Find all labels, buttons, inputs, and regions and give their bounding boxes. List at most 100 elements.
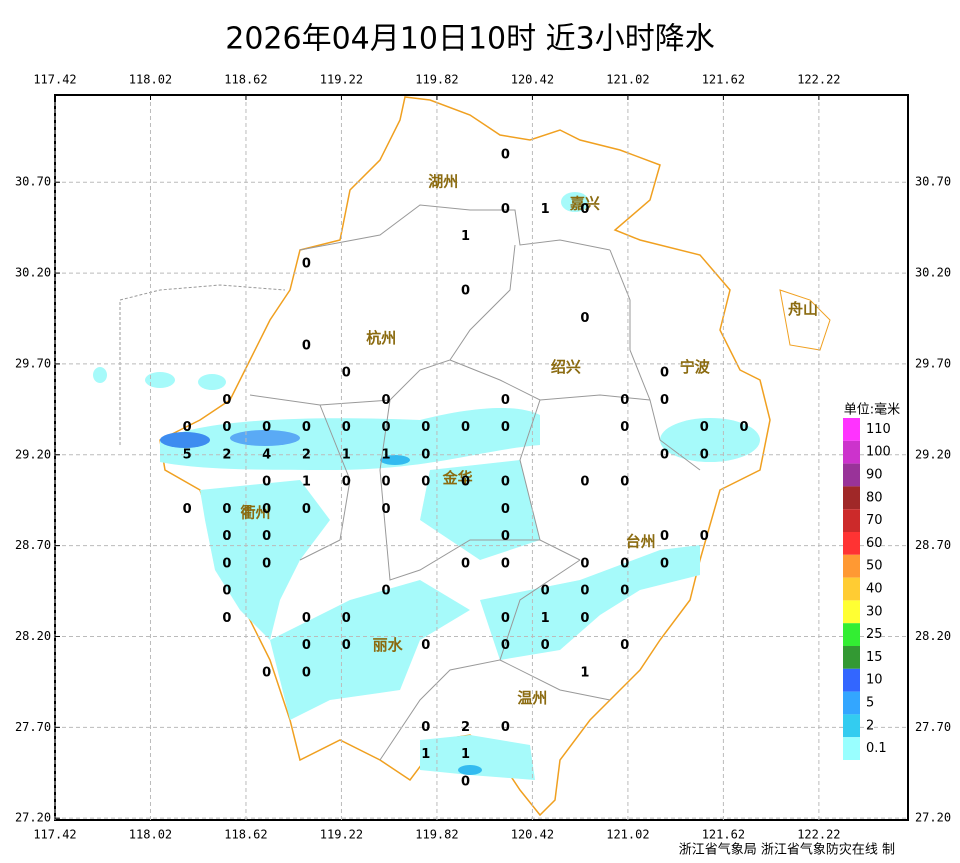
station-value: 0 bbox=[421, 475, 430, 490]
station-value: 0 bbox=[262, 420, 271, 435]
legend-label: 110 bbox=[866, 422, 891, 437]
legend-title: 单位:毫米 bbox=[844, 402, 900, 418]
station-value: 0 bbox=[660, 529, 669, 544]
legend-swatch bbox=[843, 600, 860, 624]
station-value: 0 bbox=[580, 311, 589, 326]
station-value: 0 bbox=[222, 611, 231, 626]
station-value: 0 bbox=[580, 475, 589, 490]
station-value: 0 bbox=[660, 447, 669, 462]
station-value: 0 bbox=[262, 529, 271, 544]
x-tick-label: 118.02 bbox=[129, 828, 172, 842]
station-value: 0 bbox=[461, 774, 470, 789]
x-tick-label: 120.42 bbox=[511, 73, 554, 87]
legend-label: 100 bbox=[866, 445, 891, 460]
legend-swatch bbox=[843, 418, 860, 441]
station-value: 0 bbox=[342, 638, 351, 653]
y-tick-label: 29.70 bbox=[15, 356, 51, 370]
station-value: 0 bbox=[222, 584, 231, 599]
station-value: 0 bbox=[342, 475, 351, 490]
legend-label: 2 bbox=[866, 718, 874, 733]
station-value: 0 bbox=[342, 420, 351, 435]
legend-swatch bbox=[843, 509, 860, 532]
city-boundary bbox=[249, 204, 701, 761]
station-value: 0 bbox=[222, 556, 231, 571]
legend-label: 25 bbox=[866, 627, 883, 642]
city-label: 金华 bbox=[442, 469, 473, 487]
station-value: 1 bbox=[421, 747, 430, 762]
station-value: 0 bbox=[620, 475, 629, 490]
station-value: 0 bbox=[501, 611, 510, 626]
station-value: 0 bbox=[421, 447, 430, 462]
y-tick-label: 29.20 bbox=[915, 447, 951, 461]
station-value: 5 bbox=[183, 447, 192, 462]
legend-label: 50 bbox=[866, 559, 883, 574]
map-title: 2026年04月10日10时 近3小时降水 bbox=[225, 22, 715, 57]
station-value: 0 bbox=[501, 502, 510, 517]
legend-swatch bbox=[843, 668, 860, 692]
y-tick-label: 28.20 bbox=[15, 629, 51, 643]
y-tick-label: 28.70 bbox=[915, 538, 951, 552]
station-value: 0 bbox=[461, 420, 470, 435]
station-value: 0 bbox=[222, 393, 231, 408]
y-tick-label: 27.20 bbox=[915, 811, 951, 825]
rain-area bbox=[230, 430, 300, 446]
y-tick-label: 27.70 bbox=[15, 720, 51, 734]
station-value: 0 bbox=[541, 638, 550, 653]
station-value: 0 bbox=[421, 420, 430, 435]
x-tick-label: 121.62 bbox=[702, 73, 745, 87]
station-value: 0 bbox=[421, 638, 430, 653]
legend-swatch bbox=[843, 714, 860, 738]
station-value: 0 bbox=[381, 502, 390, 517]
y-tick-label: 29.20 bbox=[15, 447, 51, 461]
y-tick-label: 28.20 bbox=[915, 629, 951, 643]
map-frame bbox=[54, 94, 909, 821]
station-value: 0 bbox=[620, 393, 629, 408]
station-value: 0 bbox=[620, 556, 629, 571]
station-value: 0 bbox=[700, 529, 709, 544]
credit: 浙江省气象局 浙江省气象防灾在线 制 bbox=[679, 842, 895, 858]
city-label: 温州 bbox=[517, 689, 547, 707]
station-value: 0 bbox=[501, 420, 510, 435]
city-label: 台州 bbox=[626, 532, 656, 550]
x-tick-label: 119.82 bbox=[415, 828, 458, 842]
rain-area bbox=[160, 432, 210, 448]
map-layers bbox=[93, 96, 831, 817]
city-label: 宁波 bbox=[680, 358, 711, 376]
legend-swatch bbox=[843, 486, 860, 510]
station-value: 2 bbox=[222, 447, 231, 462]
station-value: 0 bbox=[222, 502, 231, 517]
station-value: 0 bbox=[381, 475, 390, 490]
station-value: 0 bbox=[222, 420, 231, 435]
y-tick-label: 30.20 bbox=[15, 266, 51, 280]
station-value: 0 bbox=[381, 584, 390, 599]
station-value: 0 bbox=[262, 502, 271, 517]
y-tick-label: 27.70 bbox=[915, 720, 951, 734]
legend-label: 40 bbox=[866, 582, 883, 597]
legend-swatch bbox=[843, 646, 860, 669]
x-tick-label: 119.22 bbox=[320, 828, 363, 842]
y-tick-label: 30.20 bbox=[915, 266, 951, 280]
station-value: 0 bbox=[580, 584, 589, 599]
x-tick-label: 117.42 bbox=[33, 828, 76, 842]
station-value: 0 bbox=[262, 665, 271, 680]
station-value: 0 bbox=[262, 556, 271, 571]
legend-label: 10 bbox=[866, 673, 883, 688]
y-tick-label: 29.70 bbox=[915, 356, 951, 370]
station-value: 0 bbox=[302, 256, 311, 271]
station-value: 0 bbox=[700, 447, 709, 462]
y-tick-label: 27.20 bbox=[15, 811, 51, 825]
x-tick-label: 119.22 bbox=[320, 73, 363, 87]
city-label: 绍兴 bbox=[551, 358, 581, 376]
x-tick-label: 121.02 bbox=[606, 828, 649, 842]
legend-swatch bbox=[843, 554, 860, 578]
station-value: 0 bbox=[183, 420, 192, 435]
station-value: 0 bbox=[740, 420, 749, 435]
legend-swatch bbox=[843, 737, 860, 760]
station-value: 0 bbox=[342, 366, 351, 381]
station-value: 1 bbox=[541, 611, 550, 626]
station-value: 0 bbox=[501, 529, 510, 544]
station-value: 2 bbox=[461, 720, 470, 735]
station-value: 0 bbox=[580, 202, 589, 217]
